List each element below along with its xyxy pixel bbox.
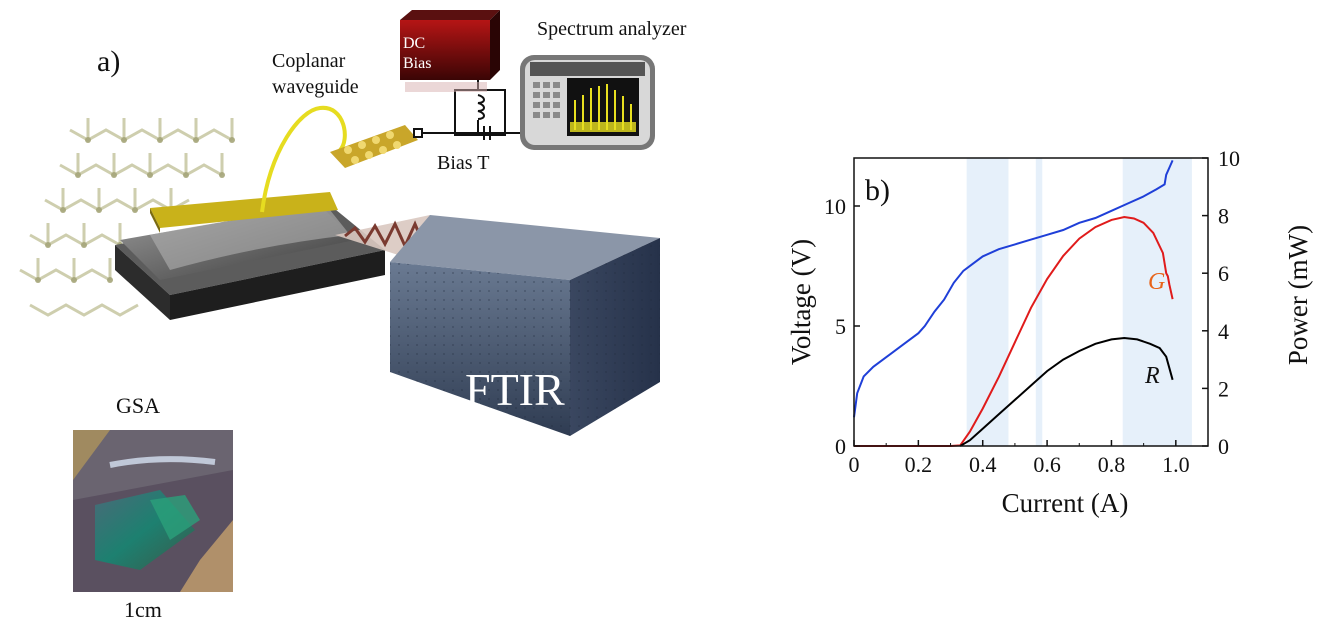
series-label-g: G [1148,269,1165,295]
liv-chart: 0 0.2 0.4 0.6 0.8 1.0 0 5 10 0 2 4 6 8 10 b) Current… [786,146,1313,518]
coplanar-waveguide [330,125,418,168]
left-tick-label: 0 [835,434,846,459]
shaded-region-1 [1035,158,1043,446]
panel-b-label: b) [865,174,890,207]
ftir-label: FTIR [465,364,565,415]
x-axis-label: Current (A) [1002,488,1129,518]
spectrum-analyzer [520,55,655,150]
coplanar-waveguide-label-line1: Coplanar [272,50,346,72]
shaded-region-0 [966,158,1009,446]
right-axis-ticks: 0 2 4 6 8 10 [1202,146,1240,459]
spectrum-analyzer-label: Spectrum analyzer [537,18,687,40]
dc-bias-box [400,10,500,92]
x-tick-label: 0 [849,452,860,477]
x-tick-label: 0.6 [1033,452,1061,477]
panel-a-label: a) [97,45,121,78]
coplanar-waveguide-label-line2: waveguide [272,76,359,98]
voltage-line [853,159,1174,418]
x-axis-ticks: 0 0.2 0.4 0.6 0.8 1.0 [849,440,1209,477]
shaded-region-2 [1122,158,1192,446]
dc-bias-label-line2: Bias [403,55,431,72]
shaded-regions [966,158,1192,446]
laser-chip [115,192,385,320]
left-tick-label: 10 [824,194,846,219]
x-tick-label: 0.4 [969,452,997,477]
right-tick-label: 0 [1218,434,1229,459]
x-tick-label: 0.8 [1098,452,1126,477]
x-tick-label: 0.2 [905,452,933,477]
left-axis-ticks: 0 5 10 [824,194,860,459]
right-tick-label: 4 [1218,319,1229,344]
x-tick-label: 1.0 [1162,452,1190,477]
dc-bias-label-line1: DC [403,35,425,52]
left-axis-label: Voltage (V) [786,239,816,365]
right-tick-label: 6 [1218,261,1229,286]
lattice-graphic [19,118,234,317]
right-tick-label: 10 [1218,146,1240,171]
panel-a-setup-illustration: FTIR [19,10,687,622]
gsa-label: GSA [116,393,161,418]
right-axis-label: Power (mW) [1283,225,1313,365]
right-tick-label: 8 [1218,204,1229,229]
setup-illustration: FTIR [19,10,660,592]
panel-b-chart: 0 0.2 0.4 0.6 0.8 1.0 0 5 10 0 2 4 6 8 10 b) Current… [760,0,1319,621]
ftir-box [390,215,660,436]
scale-label: 1cm [124,597,162,622]
bias-t-label: Bias T [437,152,490,174]
series-label-r: R [1144,363,1160,389]
right-tick-label: 2 [1218,376,1229,401]
plot-frame [853,157,1209,447]
gsa-photo [73,430,233,592]
r-power-line [959,336,1174,447]
rf-cable [260,105,347,213]
left-tick-label: 5 [835,314,846,339]
